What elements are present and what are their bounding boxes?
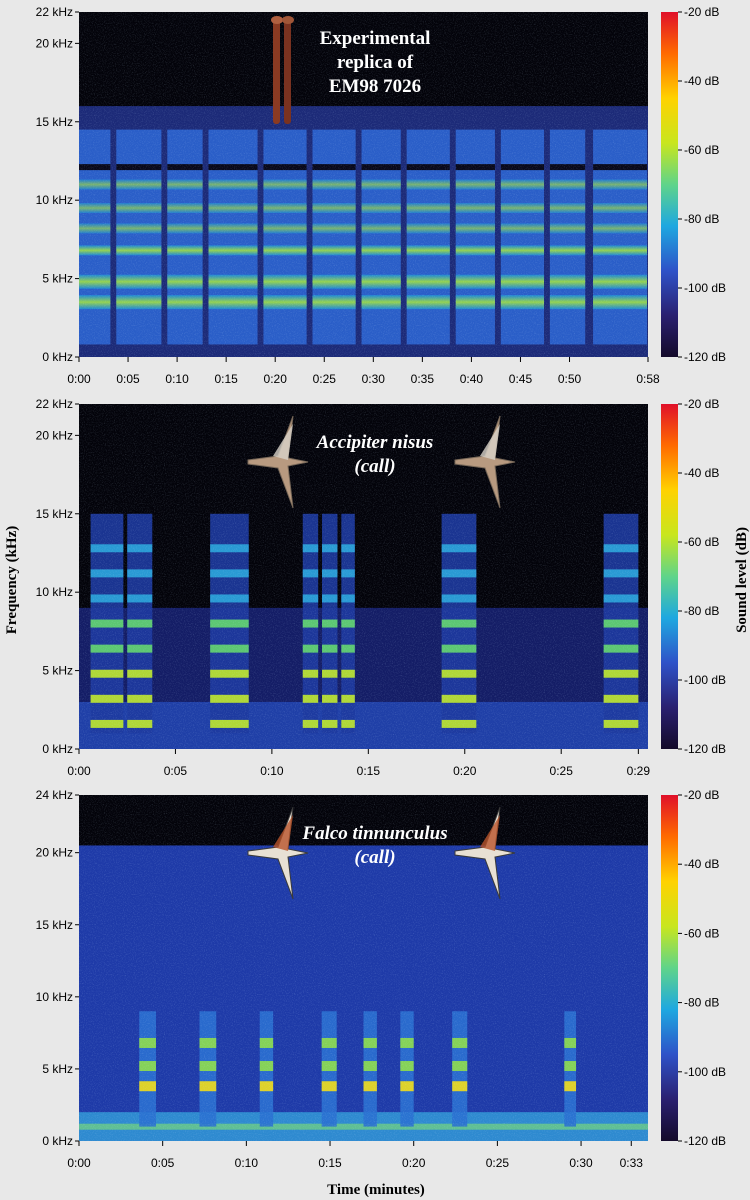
- x-axis-label: Time (minutes): [327, 1182, 425, 1198]
- y-tick-label: 20 kHz: [36, 428, 73, 442]
- x-tick-label: 0:29: [627, 764, 651, 778]
- y-tick-label: 0 kHz: [42, 1134, 73, 1148]
- x-tick-label: 0:30: [569, 1156, 593, 1170]
- colorbar-tick-label: -120 dB: [684, 742, 726, 756]
- colorbar: [661, 12, 678, 357]
- y-tick-label: 20 kHz: [36, 846, 73, 860]
- y-axis-label: Frequency (kHz): [4, 526, 20, 634]
- panel-title-line: (call): [354, 847, 395, 868]
- colorbar-tick-label: -40 dB: [684, 466, 719, 480]
- spectrogram-plot: [79, 12, 648, 357]
- kestrel-icon: [247, 806, 309, 900]
- y-tick-label: 15 kHz: [36, 918, 73, 932]
- x-tick-label: 0:35: [411, 372, 435, 386]
- noise-texture: [79, 12, 648, 357]
- colorbar-tick-label: -20 dB: [684, 397, 719, 411]
- colorbar-tick-label: -60 dB: [684, 143, 719, 157]
- colorbar-tick-label: -80 dB: [684, 996, 719, 1010]
- sparrowhawk-icon: [454, 415, 516, 509]
- x-tick-label: 0:30: [362, 372, 386, 386]
- colorbar-tick-label: -40 dB: [684, 74, 719, 88]
- colorbar-tick-label: -100 dB: [684, 281, 726, 295]
- panel-title-line: Experimental: [320, 28, 431, 49]
- x-tick-label: 0:00: [67, 372, 91, 386]
- colorbar-tick-label: -20 dB: [684, 5, 719, 19]
- x-tick-label: 0:05: [164, 764, 188, 778]
- y-tick-label: 0 kHz: [42, 350, 73, 364]
- panel-title-line: Accipiter nisus: [316, 432, 434, 453]
- colorbar-tick-label: -80 dB: [684, 212, 719, 226]
- x-tick-label: 0:00: [67, 764, 91, 778]
- x-tick-label: 0:20: [264, 372, 288, 386]
- colorbar: [661, 795, 678, 1141]
- x-tick-label: 0:10: [235, 1156, 259, 1170]
- x-tick-label: 0:40: [460, 372, 484, 386]
- colorbar-tick-label: -60 dB: [684, 926, 719, 940]
- y-tick-label: 5 kHz: [42, 664, 73, 678]
- noise-texture: [79, 404, 648, 749]
- colorbar-tick-label: -120 dB: [684, 350, 726, 364]
- x-tick-label: 0:10: [260, 764, 284, 778]
- colorbar-tick-label: -80 dB: [684, 604, 719, 618]
- x-tick-label: 0:25: [313, 372, 337, 386]
- y-tick-label: 10 kHz: [36, 990, 73, 1004]
- y-tick-label: 10 kHz: [36, 585, 73, 599]
- x-tick-label: 0:15: [357, 764, 381, 778]
- panel-title-line: EM98 7026: [329, 76, 421, 97]
- x-tick-label: 0:05: [116, 372, 140, 386]
- x-tick-label: 0:45: [509, 372, 533, 386]
- x-tick-label: 0:10: [165, 372, 189, 386]
- x-tick-label: 0:05: [151, 1156, 175, 1170]
- panel-falco-tinnunculus: Falco tinnunculus (call) 0 kHz 5 kHz 10 kHz 1…: [36, 788, 726, 1170]
- x-tick-label: 0:20: [453, 764, 477, 778]
- spectrogram-plot: [79, 795, 648, 1141]
- x-tick-label: 0:25: [550, 764, 574, 778]
- x-tick-label: 0:50: [558, 372, 582, 386]
- panel-title-line: (call): [354, 456, 395, 477]
- y-tick-label: 5 kHz: [42, 1062, 73, 1076]
- kestrel-icon: [454, 806, 516, 900]
- bone-icon: [271, 16, 294, 124]
- y-tick-label: 5 kHz: [42, 272, 73, 286]
- x-tick-label: 0:00: [67, 1156, 91, 1170]
- y-tick-label: 10 kHz: [36, 193, 73, 207]
- y-tick-label: 15 kHz: [36, 507, 73, 521]
- x-tick-label: 0:25: [486, 1156, 510, 1170]
- y-tick-label: 22 kHz: [36, 397, 73, 411]
- y-tick-label: 22 kHz: [36, 5, 73, 19]
- x-tick-label: 0:15: [214, 372, 238, 386]
- spectrogram-plot: [79, 404, 648, 749]
- panel-bone-replica: Experimental replica of EM98 7026 0 kHz 5 kH…: [36, 5, 726, 386]
- x-tick-label: 0:33: [620, 1156, 644, 1170]
- colorbar: [661, 404, 678, 749]
- x-tick-label: 0:58: [636, 372, 660, 386]
- y-tick-label: 15 kHz: [36, 115, 73, 129]
- sparrowhawk-icon: [247, 415, 309, 509]
- y-tick-label: 20 kHz: [36, 36, 73, 50]
- colorbar-tick-label: -20 dB: [684, 788, 719, 802]
- y-tick-label: 0 kHz: [42, 742, 73, 756]
- y-tick-label: 24 kHz: [36, 788, 73, 802]
- colorbar-label: Sound level (dB): [734, 527, 750, 633]
- noise-texture: [79, 795, 648, 1141]
- x-tick-label: 0:20: [402, 1156, 426, 1170]
- colorbar-tick-label: -100 dB: [684, 1065, 726, 1079]
- colorbar-tick-label: -60 dB: [684, 535, 719, 549]
- colorbar-tick-label: -120 dB: [684, 1134, 726, 1148]
- x-tick-label: 0:15: [318, 1156, 342, 1170]
- colorbar-tick-label: -100 dB: [684, 673, 726, 687]
- panel-accipiter-nisus: Accipiter nisus (call) 0 kHz 5 kHz 10 kHz 15 …: [36, 397, 726, 778]
- panel-title-line: Falco tinnunculus: [301, 823, 447, 844]
- colorbar-tick-label: -40 dB: [684, 857, 719, 871]
- panel-title-line: replica of: [337, 52, 414, 73]
